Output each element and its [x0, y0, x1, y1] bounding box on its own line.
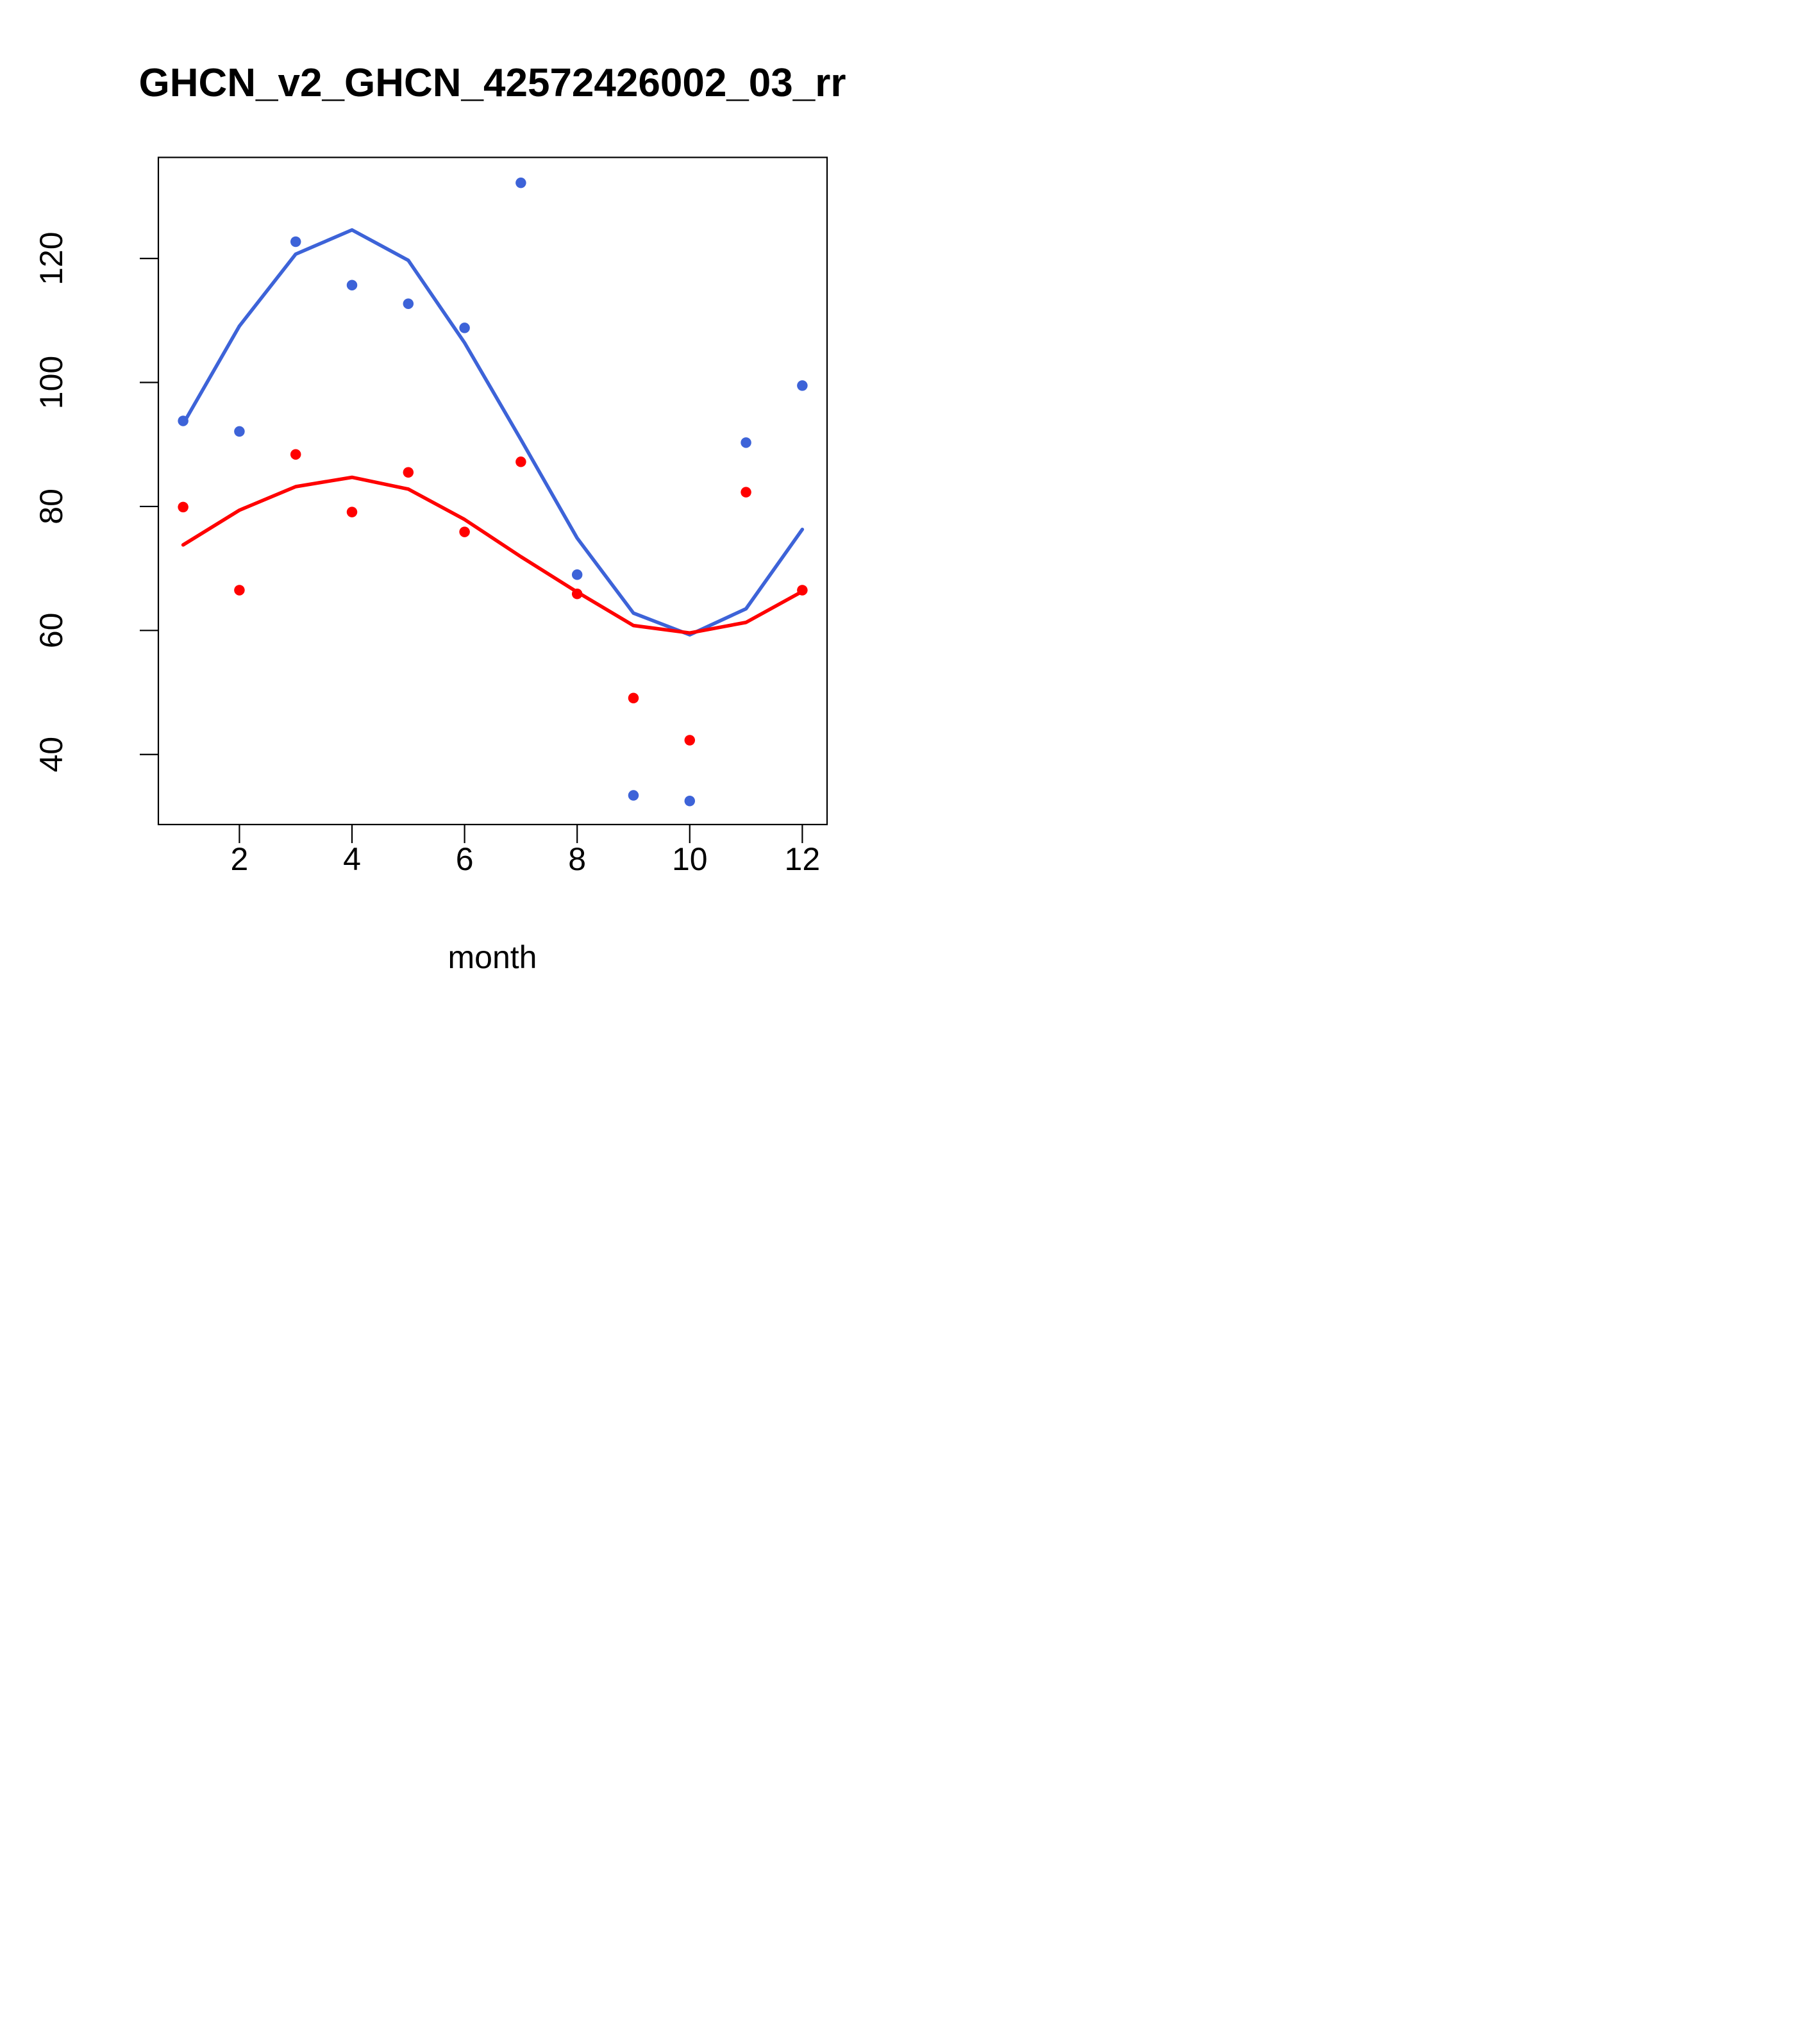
blue-point [403, 298, 414, 309]
x-tick-label: 4 [343, 841, 361, 877]
y-axis-ticks-group: 40 60 80 100 120 [33, 231, 158, 773]
blue-point [628, 790, 639, 801]
chart-canvas: GHCN_v2_GHCN_42572426002_03_rr 2 4 6 8 10 12 … [33, 61, 846, 975]
blue-point [346, 280, 358, 290]
y-tick-label: 100 [33, 356, 69, 409]
blue-point [571, 569, 583, 580]
red-point [290, 449, 301, 460]
blue-lowess-line [181, 228, 805, 637]
plot-page: GHCN_v2_GHCN_42572426002_03_rr 2 4 6 8 10 12 … [0, 0, 908, 1022]
red-point [741, 487, 751, 498]
blue-point [234, 426, 245, 437]
blue-point [797, 380, 808, 391]
y-tick-label: 120 [33, 231, 69, 285]
y-tick-label: 80 [33, 489, 69, 524]
x-tick-label: 12 [785, 841, 821, 877]
blue-point [684, 796, 696, 807]
red-point [234, 585, 245, 596]
x-axis-ticks-group: 2 4 6 8 10 12 [231, 825, 821, 877]
blue-point [290, 236, 301, 247]
x-axis-label: month [448, 939, 537, 975]
x-tick-label: 6 [456, 841, 474, 877]
x-tick-label: 8 [568, 841, 586, 877]
plot-border-group [157, 156, 828, 826]
red-point [178, 501, 188, 513]
red-point [571, 589, 583, 599]
x-tick-label: 2 [231, 841, 249, 877]
y-tick-label: 40 [33, 737, 69, 773]
red-point [403, 467, 414, 478]
blue-point [515, 177, 526, 188]
red-point [515, 457, 526, 467]
blue-point [459, 323, 470, 333]
red-lowess-line [181, 475, 805, 635]
blue-point [741, 437, 751, 448]
x-tick-label: 10 [672, 841, 708, 877]
blue-point [178, 415, 188, 426]
red-point [346, 507, 358, 517]
y-tick-label: 60 [33, 613, 69, 649]
red-point [797, 585, 808, 596]
red-point [684, 735, 696, 746]
plot-border [157, 156, 828, 826]
data-series-group [178, 177, 808, 807]
red-point [459, 526, 470, 537]
red-point [628, 692, 639, 703]
chart-title: GHCN_v2_GHCN_42572426002_03_rr [139, 61, 846, 105]
